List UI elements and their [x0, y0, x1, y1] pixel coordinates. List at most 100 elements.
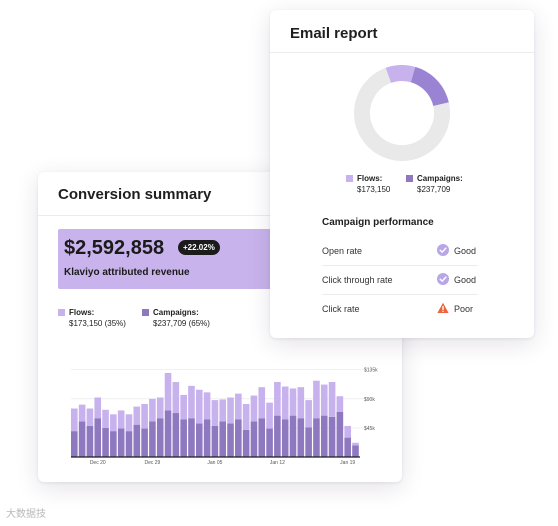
bar-flows [188, 385, 195, 419]
bar-campaigns [297, 418, 305, 457]
perf-row-open-rate: Open rate Good [322, 238, 478, 266]
x-tick-label: Jan 19 [340, 460, 355, 466]
email-report-title: Email report [290, 25, 378, 42]
legend-flows-label: Flows: [69, 308, 95, 317]
bar-flows [149, 398, 156, 422]
bar-campaigns [117, 428, 125, 457]
bar-flows [336, 396, 344, 412]
revenue-amount: $2,592,858 [64, 237, 165, 259]
bar-flows [305, 400, 312, 428]
bar-campaigns [235, 419, 242, 457]
bar-flows [78, 404, 86, 422]
email-legend-flows-label: Flows: [357, 174, 383, 183]
bar-campaigns [274, 415, 281, 457]
bar-campaigns [156, 418, 164, 457]
x-tick-label: Dec 29 [144, 460, 160, 466]
legend-campaigns-value: $237,709 (65%) [153, 319, 210, 328]
bar-campaigns [164, 410, 172, 457]
bar-flows [250, 395, 258, 422]
bar-flows [297, 387, 305, 419]
email-legend-campaigns-value: $237,709 [417, 185, 451, 194]
bar-campaigns [258, 418, 266, 457]
check-icon [437, 273, 449, 285]
bar-flows [344, 425, 351, 438]
perf-label: Click rate [322, 304, 360, 314]
perf-label: Click through rate [322, 275, 393, 285]
perf-status-text: Poor [454, 304, 474, 314]
x-tick-label: Jan 12 [270, 460, 285, 466]
bar-campaigns [219, 421, 227, 457]
bar-campaigns [344, 437, 351, 457]
campaigns-swatch [406, 175, 413, 182]
y-tick-label: $90k [364, 397, 375, 403]
bar-flows [86, 408, 94, 426]
bar-campaigns [110, 431, 117, 457]
conversion-summary-title: Conversion summary [58, 186, 212, 203]
check-icon [437, 244, 449, 256]
campaign-performance-title: Campaign performance [322, 217, 434, 228]
bar-flows [172, 381, 180, 414]
bar-flows [258, 387, 266, 419]
bar-campaigns [94, 418, 102, 457]
bar-flows [219, 399, 227, 422]
x-tick-label: Jan 05 [207, 460, 222, 466]
bar-campaigns [289, 415, 297, 457]
conversion-header-divider [38, 215, 402, 216]
bar-flows [117, 410, 125, 429]
perf-row-click-rate: Click rate Poor [322, 296, 478, 324]
bar-flows [71, 408, 78, 432]
revenue-label: Klaviyo attributed revenue [64, 267, 190, 278]
revenue-change-badge: +22.02% [178, 240, 220, 255]
bar-campaigns [227, 423, 234, 457]
bar-flows [227, 397, 234, 424]
bar-flows [328, 381, 336, 417]
bar-flows [141, 403, 148, 429]
bar-flows [102, 409, 109, 428]
bar-campaigns [78, 421, 86, 457]
bar-campaigns [86, 425, 94, 457]
donut-slice-campaigns [354, 65, 450, 161]
donut-svg [354, 65, 450, 161]
watermark: 大数据技 [6, 509, 46, 520]
bar-campaigns [180, 419, 187, 457]
bar-flows [352, 442, 359, 446]
revenue-summary-band: $2,592,858 +22.02% Klaviyo attributed re… [58, 229, 308, 289]
bar-flows [266, 402, 273, 429]
bar-campaigns [188, 418, 195, 457]
perf-label: Open rate [322, 246, 363, 256]
perf-divider [322, 265, 478, 266]
bar-flows [195, 389, 203, 424]
email-report-card: Email report Flows: $173,150 Campaigns: … [270, 10, 534, 338]
bar-flows [235, 393, 242, 420]
perf-status-text: Good [454, 246, 477, 256]
flows-swatch [346, 175, 353, 182]
bar-campaigns [266, 428, 273, 457]
bar-flows [281, 386, 289, 420]
perf-divider [322, 294, 478, 295]
bar-flows [211, 400, 219, 426]
bar-campaigns [102, 427, 109, 457]
bar-flows [156, 397, 164, 419]
y-tick-label: $45k [364, 426, 375, 432]
email-header-divider [270, 52, 534, 53]
bar-campaigns [125, 431, 133, 457]
bar-flows [274, 381, 281, 416]
bar-campaigns [71, 431, 78, 457]
bar-flows [320, 384, 328, 416]
bar-campaigns [172, 413, 180, 457]
email-donut-chart [354, 65, 450, 161]
bar-campaigns [141, 428, 148, 457]
legend-flows-value: $173,150 (35%) [69, 319, 126, 328]
bar-campaigns [203, 419, 211, 457]
donut-slice-other [354, 65, 450, 161]
bar-flows [94, 397, 102, 419]
bar-campaigns [133, 424, 141, 457]
bar-campaigns [195, 423, 203, 457]
bar-campaigns [242, 429, 250, 457]
bar-flows [164, 372, 172, 411]
bar-flows [289, 388, 297, 416]
revenue-bar-chart: $135k $90k $45k Dec 20 Dec 29 Jan 05 Jan 12 Jan… [71, 368, 378, 466]
campaigns-swatch [142, 309, 149, 316]
bar-campaigns [320, 415, 328, 457]
legend-campaigns-label: Campaigns: [153, 308, 199, 317]
